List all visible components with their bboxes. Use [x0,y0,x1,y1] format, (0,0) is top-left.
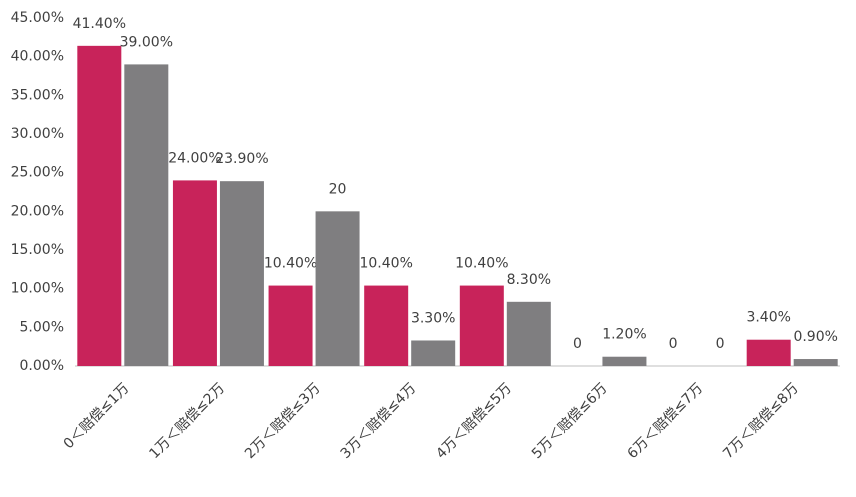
value-label: 10.40% [264,256,317,272]
y-tick-label: 20.00% [11,203,64,219]
y-tick-label: 30.00% [11,126,64,142]
y-tick-label: 0.00% [20,358,64,374]
value-label: 0 [669,336,678,352]
bar [602,356,647,366]
value-label: 23.90% [215,151,268,167]
y-tick-label: 5.00% [20,319,64,335]
bar [172,180,217,366]
bar [411,340,456,366]
value-label: 0 [573,336,582,352]
bar [268,285,313,366]
value-label: 3.40% [746,310,790,326]
value-label: 10.40% [359,256,412,272]
y-tick-label: 25.00% [11,165,64,181]
x-tick-label: 5万＜赔偿≤6万 [529,380,611,462]
value-label: 3.30% [411,310,455,326]
bar [506,301,551,366]
y-tick-label: 35.00% [11,87,64,103]
bar [364,285,409,366]
bar [77,45,122,367]
y-tick-label: 45.00% [11,10,64,26]
value-label: 39.00% [120,34,173,50]
y-tick-label: 40.00% [11,49,64,65]
x-tick-label: 2万＜赔偿≤3万 [242,380,324,462]
x-tick-label: 6万＜赔偿≤7万 [625,380,707,462]
value-label: 0 [716,336,725,352]
x-tick-label: 7万＜赔偿≤8万 [720,380,802,462]
bar [124,64,169,367]
bar [219,181,264,366]
value-label: 8.30% [507,272,551,288]
bar [315,211,360,366]
value-label: 24.00% [168,150,221,166]
x-tick-label: 4万＜赔偿≤5万 [433,380,515,462]
y-tick-label: 15.00% [11,242,64,258]
value-label: 1.20% [602,327,646,343]
value-label: 41.40% [73,16,126,32]
bar [746,339,791,366]
x-tick-label: 3万＜赔偿≤4万 [338,380,420,462]
bar [793,359,838,366]
y-tick-label: 10.00% [11,281,64,297]
x-tick-label: 1万＜赔偿≤2万 [146,380,228,462]
bar [459,285,504,366]
value-label: 10.40% [455,256,508,272]
value-label: 0.90% [793,329,837,345]
x-tick-label: 0＜赔偿≤1万 [61,380,133,452]
value-label: 20 [329,181,347,197]
